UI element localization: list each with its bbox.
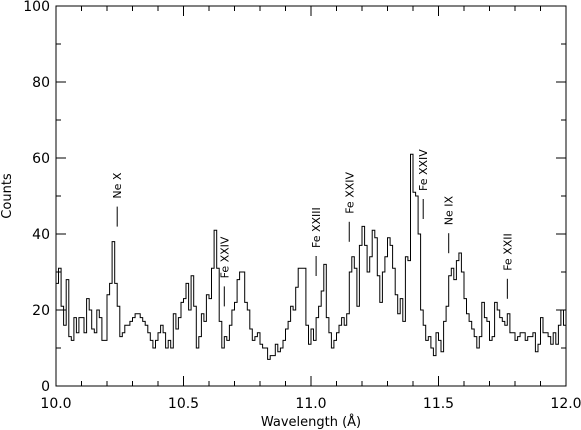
line-label: Ne X <box>111 172 124 198</box>
line-annotations: Ne X Fe XXIV Fe XXIII Fe XXIV Fe XXIV Ne IX Fe… <box>111 149 514 307</box>
x-tick-label: 11.0 <box>295 396 326 412</box>
line-label: Fe XXIV <box>218 236 231 278</box>
y-axis-ticks: 0 20 40 60 80 100 <box>23 0 566 395</box>
y-axis-title: Counts <box>0 173 15 219</box>
y-tick-label: 40 <box>32 227 50 243</box>
y-tick-label: 80 <box>32 75 50 91</box>
x-tick-label: 12.0 <box>550 396 581 412</box>
y-tick-label: 20 <box>32 303 50 319</box>
line-label: Fe XXIV <box>417 149 430 191</box>
line-label: Fe XXII <box>501 233 514 271</box>
line-label: Fe XXIII <box>310 207 323 248</box>
line-label: Fe XXIV <box>343 171 356 213</box>
x-tick-label: 11.5 <box>423 396 454 412</box>
x-tick-label: 10.5 <box>168 396 199 412</box>
x-axis-ticks: 10.0 10.5 11.0 11.5 12.0 <box>40 6 581 412</box>
x-tick-label: 10.0 <box>40 396 71 412</box>
line-label: Ne IX <box>443 195 456 225</box>
x-axis-title: Wavelength (Å) <box>261 414 361 430</box>
spectrum-series-line <box>56 153 567 360</box>
y-tick-label: 100 <box>23 0 50 15</box>
y-tick-label: 60 <box>32 151 50 167</box>
y-tick-label: 0 <box>41 379 50 395</box>
